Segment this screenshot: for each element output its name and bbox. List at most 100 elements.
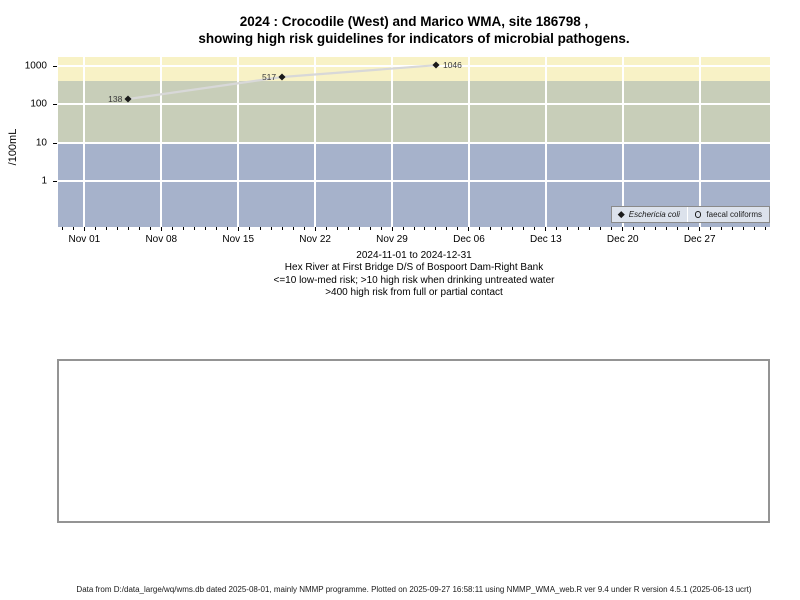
x-tick-minor <box>281 227 283 230</box>
chart-title-line1: 2024 : Crocodile (West) and Marico WMA, … <box>239 14 589 29</box>
x-tick-label: Nov 22 <box>299 234 331 245</box>
x-tick-minor <box>677 227 679 230</box>
x-gridline <box>391 57 394 227</box>
x-tick-major <box>237 227 239 231</box>
y-gridline <box>58 103 770 106</box>
x-tick-major <box>699 227 701 231</box>
y-tick-label: 1000 <box>24 60 47 72</box>
x-tick-minor <box>490 227 492 230</box>
x-tick-minor <box>501 227 503 230</box>
y-tick-label: 1 <box>41 175 47 187</box>
x-tick-minor <box>138 227 140 230</box>
x-tick-minor <box>105 227 107 230</box>
risk-band <box>58 57 770 82</box>
x-tick-minor <box>248 227 250 230</box>
legend: Eschericia coli faecal coliforms <box>611 206 770 223</box>
x-tick-label: Nov 08 <box>145 234 178 245</box>
y-gridline <box>58 141 770 144</box>
y-tick <box>53 142 57 144</box>
x-tick-minor <box>633 227 635 230</box>
x-tick-minor <box>149 227 151 230</box>
footer-note: Data from D:/data_large/wq/wms.db dated … <box>76 585 752 594</box>
x-gridline <box>544 57 547 227</box>
x-tick-major <box>545 227 547 231</box>
x-tick-label: Dec 06 <box>453 234 485 245</box>
x-axis: Nov 01 Nov 08 Nov 15 Nov 22 Nov 29 Dec 06 Dec … <box>58 227 770 251</box>
caption: 2024-11-01 to 2024-12-31 Hex River at Fi… <box>28 250 800 300</box>
x-tick-label: Dec 13 <box>530 234 562 245</box>
x-tick-minor <box>567 227 569 230</box>
x-tick-minor <box>325 227 327 230</box>
x-tick-minor <box>435 227 437 230</box>
x-tick-minor <box>72 227 74 230</box>
x-tick-minor <box>424 227 426 230</box>
x-tick-label: Dec 20 <box>606 234 639 245</box>
x-gridline <box>698 57 701 227</box>
x-tick-major <box>468 227 470 231</box>
x-tick-minor <box>369 227 371 230</box>
x-tick-minor <box>644 227 646 230</box>
data-point-label: 1046 <box>442 60 462 71</box>
x-tick-minor <box>171 227 173 230</box>
x-tick-minor <box>512 227 514 230</box>
x-tick-minor <box>94 227 96 230</box>
x-tick-major <box>391 227 393 231</box>
legend-item-faecal-coliforms: faecal coliforms <box>686 207 769 222</box>
y-tick <box>53 104 57 106</box>
caption-guideline-contact: >400 high risk from full or partial cont… <box>325 287 503 299</box>
empty-notes-box <box>57 359 770 523</box>
x-tick-minor <box>523 227 525 230</box>
ecoli-series-line <box>128 64 437 101</box>
y-tick <box>53 181 57 183</box>
x-tick-minor <box>402 227 404 230</box>
data-point-label: 517 <box>261 71 277 82</box>
x-tick-major <box>622 227 624 231</box>
y-tick-label: 10 <box>35 137 47 149</box>
x-tick-minor <box>61 227 63 230</box>
x-tick-minor <box>721 227 723 230</box>
legend-label-faecal-coliforms: faecal coliforms <box>706 210 762 219</box>
x-tick-minor <box>743 227 745 230</box>
data-point-label: 138 <box>108 94 123 105</box>
y-axis: 1000 100 10 1 <box>0 57 58 227</box>
x-tick-label: Dec 27 <box>683 234 716 245</box>
x-tick-minor <box>347 227 349 230</box>
y-tick <box>53 65 57 67</box>
x-tick-minor <box>479 227 481 230</box>
series-line-layer <box>128 64 437 101</box>
y-tick-label: 100 <box>30 98 47 110</box>
x-tick-minor <box>127 227 129 230</box>
x-tick-major <box>83 227 85 231</box>
x-gridline <box>467 57 470 227</box>
x-gridline <box>160 57 163 227</box>
x-tick-minor <box>600 227 602 230</box>
chart-title-line2: showing high risk guidelines for indicat… <box>198 31 630 46</box>
chart-title: 2024 : Crocodile (West) and Marico WMA, … <box>28 13 800 47</box>
caption-guideline-drinking: <=10 low-med risk; >10 high risk when dr… <box>273 274 555 286</box>
x-gridline <box>621 57 624 227</box>
y-gridline <box>58 180 770 183</box>
caption-date-range: 2024-11-01 to 2024-12-31 <box>356 250 472 261</box>
legend-label-eschericia-coli: Eschericia coli <box>628 210 680 219</box>
filled-diamond-icon <box>618 211 625 218</box>
x-tick-minor <box>765 227 767 230</box>
x-tick-minor <box>303 227 305 230</box>
x-tick-minor <box>204 227 206 230</box>
x-gridline <box>83 57 86 227</box>
open-circle-icon <box>694 211 702 218</box>
x-tick-minor <box>589 227 591 230</box>
x-tick-minor <box>358 227 360 230</box>
x-tick-minor <box>182 227 184 230</box>
x-tick-minor <box>534 227 536 230</box>
x-tick-minor <box>732 227 734 230</box>
x-tick-label: Nov 29 <box>376 234 408 245</box>
x-gridline <box>314 57 317 227</box>
x-tick-minor <box>270 227 272 230</box>
x-tick-minor <box>215 227 217 230</box>
x-tick-minor <box>457 227 459 230</box>
legend-item-eschericia-coli: Eschericia coli <box>612 207 687 222</box>
caption-site-description: Hex River at First Bridge D/S of Bospoor… <box>284 262 544 274</box>
x-tick-label: Nov 15 <box>222 234 255 245</box>
x-tick-minor <box>611 227 613 230</box>
